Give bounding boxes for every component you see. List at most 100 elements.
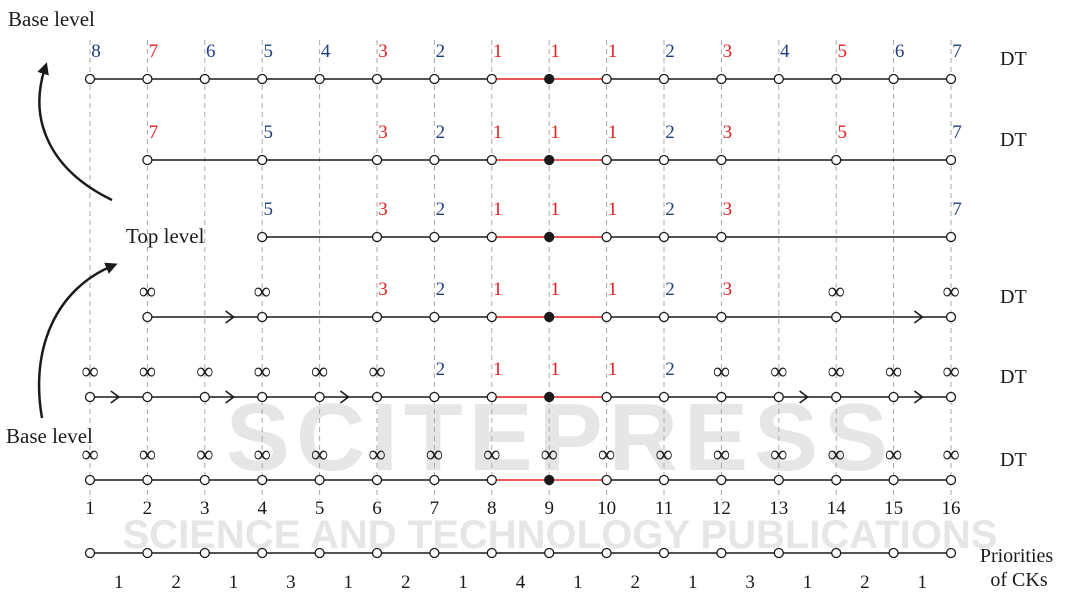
priority-node [84, 547, 96, 559]
node [601, 391, 612, 403]
dt-label: DT [1000, 48, 1027, 70]
levels: 8 7 6 5 4 3 2 1 1 1 2 3 4 5 6 7 DT7 5 3 2 1 1 1 2 3 5 7 DT5 3 2 1 1 1 2 3 7… [81, 41, 1027, 486]
node [486, 73, 497, 85]
node [716, 474, 727, 486]
position-label: 15 [884, 498, 903, 519]
node [486, 231, 497, 243]
node [257, 73, 268, 85]
position-label: 2 [143, 498, 153, 519]
ck-priority-value: 3 [745, 572, 755, 593]
distance-value: ∞ [311, 359, 328, 385]
distance-value: 6 [895, 41, 905, 62]
node [429, 73, 440, 85]
distance-value: ∞ [139, 442, 156, 468]
distance-value: 1 [493, 199, 503, 220]
node [658, 474, 670, 486]
node [658, 73, 670, 85]
current-node [544, 73, 555, 85]
node [257, 154, 268, 166]
position-label: 6 [372, 498, 382, 519]
node [486, 154, 497, 166]
priority-node [716, 547, 727, 559]
direction-arrow [913, 390, 924, 404]
distance-value: 3 [723, 122, 733, 143]
distance-value: ∞ [828, 279, 845, 305]
node [831, 474, 842, 486]
distance-value: 2 [436, 122, 446, 143]
node [429, 391, 440, 403]
node [945, 231, 957, 243]
distance-value: 3 [378, 122, 388, 143]
distance-value: 2 [436, 41, 446, 62]
level-6-row: ∞ ∞ ∞ ∞ ∞ ∞ ∞ ∞ ∞ ∞ ∞ ∞ ∞ ∞ ∞ ∞ DT [81, 442, 1027, 486]
node [658, 311, 670, 323]
node [429, 231, 440, 243]
node [371, 311, 383, 323]
ck-priority-value: 2 [401, 572, 411, 593]
distance-value: 5 [263, 41, 273, 62]
dt-label: DT [1000, 449, 1027, 471]
priority-node [658, 547, 670, 559]
node [945, 391, 957, 403]
priority-node [773, 547, 784, 559]
position-label: 11 [655, 498, 673, 519]
position-label: 1 [85, 498, 95, 519]
node [831, 391, 842, 403]
distance-value: 7 [952, 41, 962, 62]
distance-value: 3 [723, 279, 733, 300]
distance-value: 2 [436, 359, 446, 380]
node [716, 311, 727, 323]
distance-value: ∞ [942, 359, 959, 385]
priority-node [257, 547, 268, 559]
node [199, 391, 210, 403]
distance-value: ∞ [770, 359, 787, 385]
watermark-main: SCITEPRESS [226, 384, 894, 491]
base-level-top-label: Base level [8, 7, 95, 31]
node [486, 474, 497, 486]
ck-priority-value: 1 [688, 572, 698, 593]
distance-value: 5 [263, 122, 273, 143]
distance-value: ∞ [426, 442, 443, 468]
priority-node [544, 547, 555, 559]
priority-node [601, 547, 612, 559]
node [142, 311, 153, 323]
distance-value: ∞ [598, 442, 615, 468]
level-5-row: ∞ ∞ ∞ ∞ ∞ ∞ 2 1 1 1 2 ∞ ∞ ∞ ∞ ∞ DT [81, 359, 1027, 404]
distance-value: ∞ [368, 359, 385, 385]
distance-value: ∞ [196, 442, 213, 468]
current-node [544, 474, 555, 486]
ck-priority-value: 4 [516, 572, 526, 593]
node [601, 474, 612, 486]
distance-value: 4 [780, 41, 790, 62]
position-label: 16 [942, 498, 961, 519]
position-label: 10 [597, 498, 616, 519]
direction-arrow [225, 390, 235, 404]
priority-node [429, 547, 440, 559]
grid-lines [89, 40, 952, 500]
position-label: 4 [257, 498, 267, 519]
distance-value: ∞ [770, 442, 787, 468]
node [257, 231, 268, 243]
distance-value: ∞ [196, 359, 213, 385]
node [371, 154, 383, 166]
distance-value: ∞ [885, 359, 902, 385]
position-labels: 1 2 3 4 5 6 7 8 9 10 11 12 13 14 15 16 [85, 498, 960, 519]
distance-value: ∞ [541, 442, 558, 468]
node [199, 474, 210, 486]
node [371, 231, 383, 243]
node [716, 154, 727, 166]
position-label: 8 [487, 498, 497, 519]
node [84, 391, 96, 403]
distance-value: 1 [550, 199, 560, 220]
distance-value: 1 [550, 359, 560, 380]
distance-value: 2 [665, 199, 675, 220]
priorities-label-line1: Priorities [980, 545, 1054, 567]
priority-node [142, 547, 153, 559]
distance-value: 2 [665, 279, 675, 300]
distance-value: ∞ [713, 442, 730, 468]
ck-priority-value: 1 [573, 572, 583, 593]
distance-value: 1 [608, 122, 618, 143]
distance-value: 3 [378, 41, 388, 62]
distance-value: 3 [378, 199, 388, 220]
